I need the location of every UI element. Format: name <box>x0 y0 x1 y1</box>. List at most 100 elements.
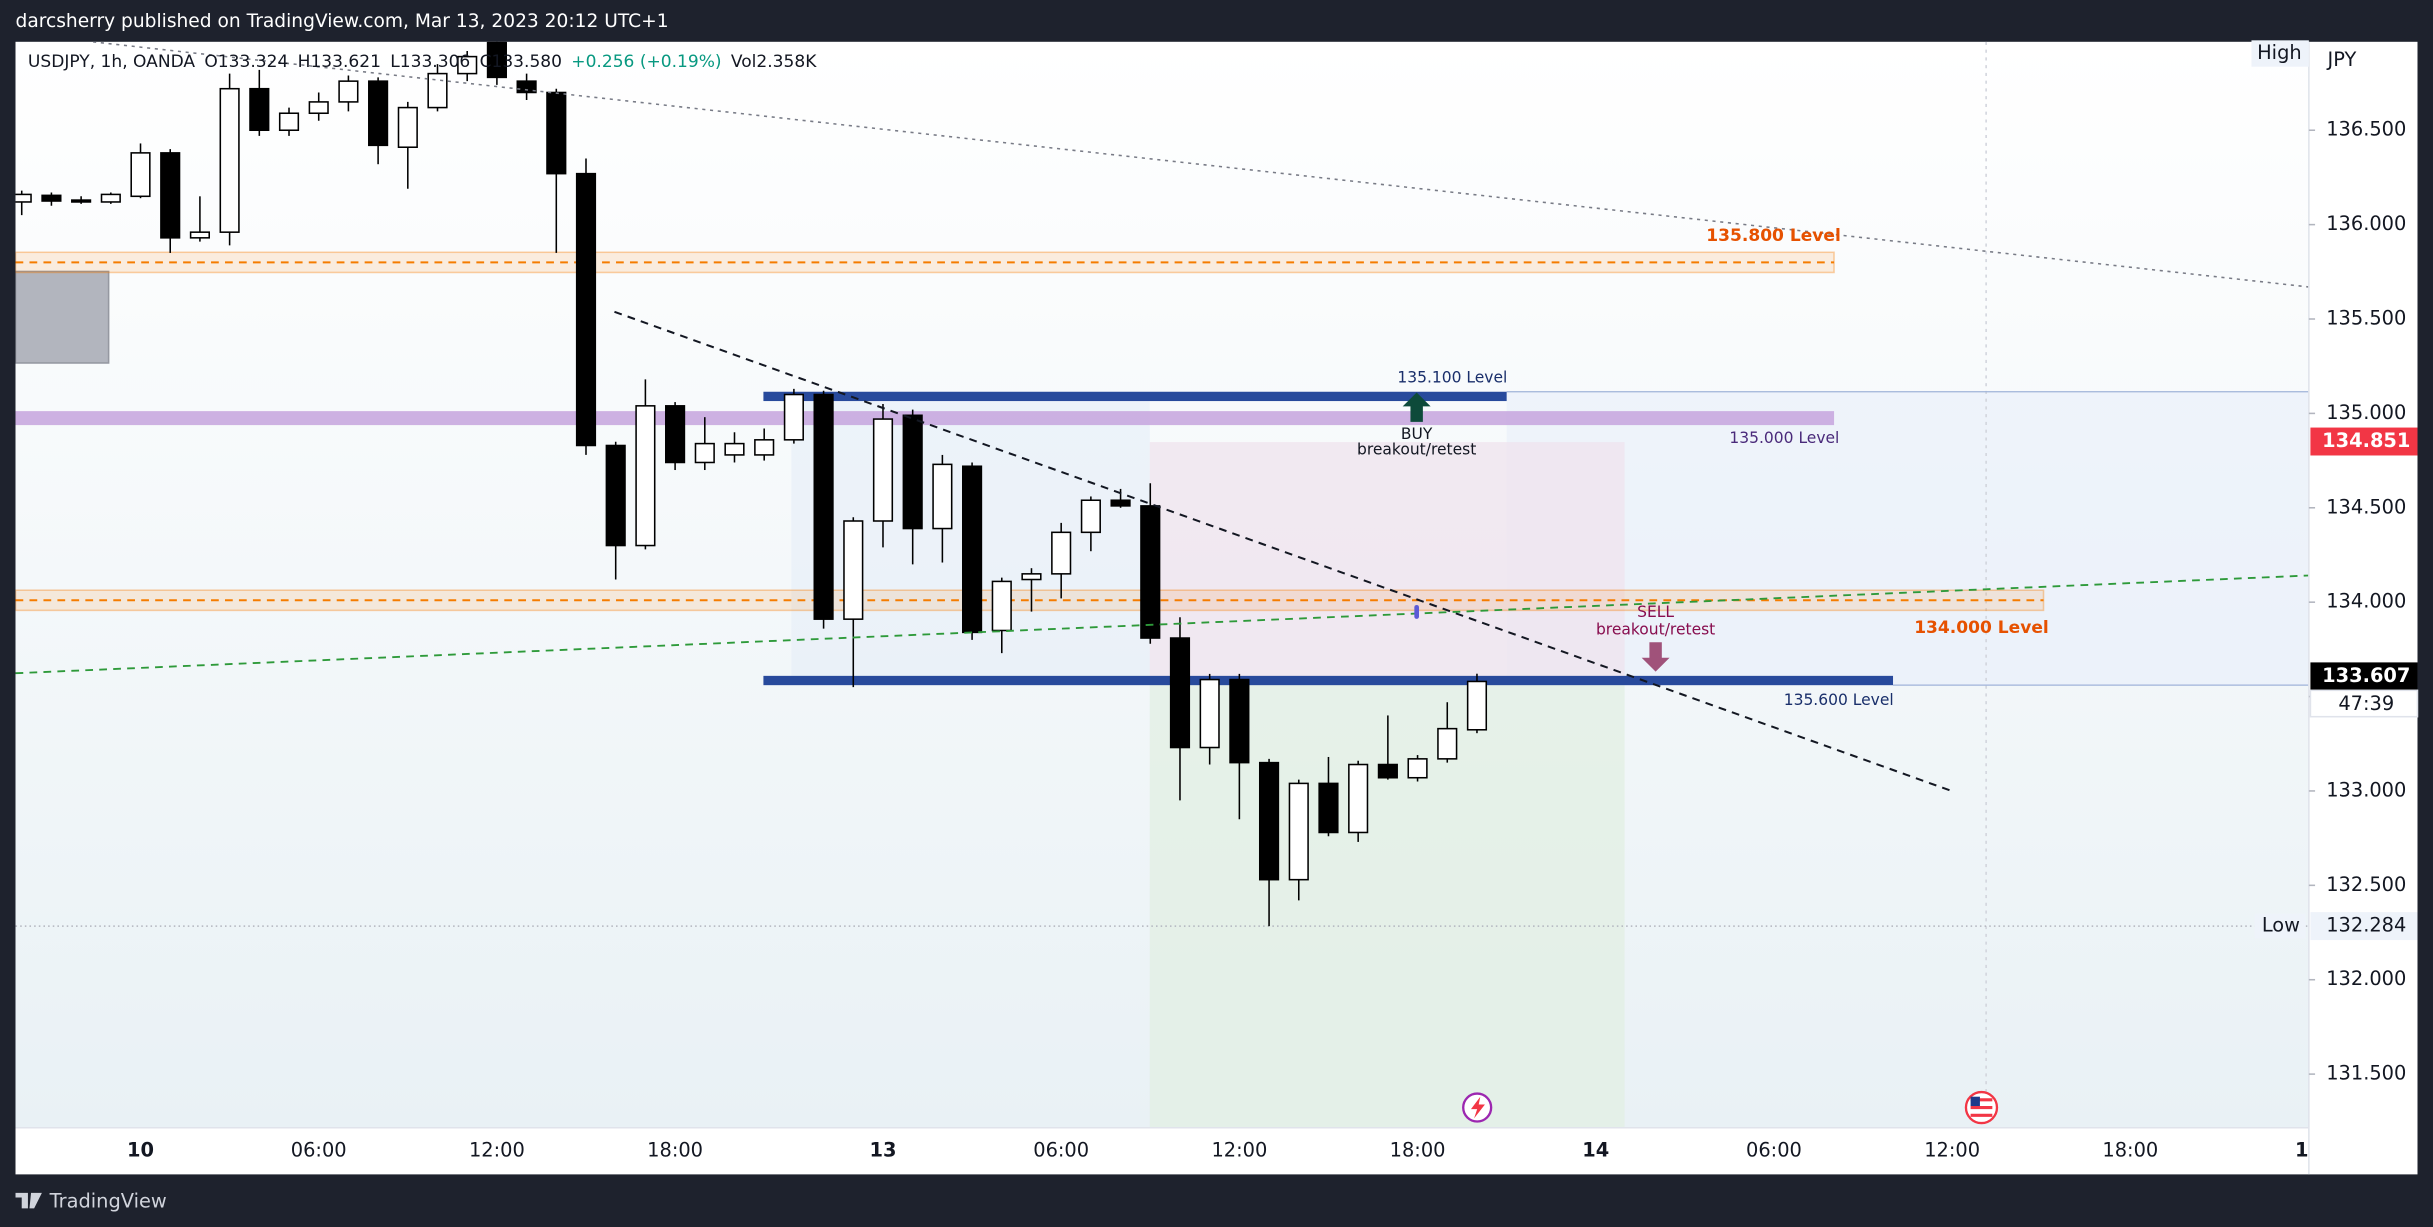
high-box <box>2251 40 2309 67</box>
high-label: High <box>2257 41 2302 64</box>
low-label: Low <box>2262 914 2300 937</box>
y-tick-label: 133.000 <box>2326 778 2406 801</box>
candle-body <box>1080 499 1101 534</box>
x-tick-label: 18:00 <box>647 1138 703 1161</box>
x-tick-label: 06:00 <box>291 1138 347 1161</box>
candle-body <box>813 393 834 620</box>
candle-body <box>902 414 923 530</box>
x-tick-label: 13 <box>870 1138 897 1161</box>
marker <box>1414 604 1419 619</box>
candle-body <box>1318 782 1339 834</box>
y-tick-label: 135.500 <box>2326 307 2406 330</box>
candle-body <box>1258 761 1280 881</box>
candle-body <box>1051 531 1072 575</box>
candles <box>15 41 1488 927</box>
sell-label: breakout/retest <box>1596 620 1715 638</box>
legend-item: L133.306 <box>390 52 470 72</box>
candle-body <box>397 106 418 148</box>
level-label: 135.600 Level <box>1784 691 1894 709</box>
candle-body <box>457 55 478 75</box>
level-band <box>15 411 1835 426</box>
candle-body <box>71 199 92 203</box>
trendlines <box>15 41 2309 1125</box>
x-tick-label: 18:00 <box>2102 1138 2158 1161</box>
price-tags: Low 132.284 High 134.851 133.607 47:39 <box>2251 40 2419 941</box>
legend-item: C133.580 <box>480 52 562 72</box>
candle-body <box>783 393 804 441</box>
y-tick-label: 136.500 <box>2326 118 2406 141</box>
level-bar <box>763 675 1894 686</box>
flag-icon <box>1970 1096 1980 1107</box>
legend: USDJPY, 1h, OANDA O133.324 H133.621 L133.30… <box>28 52 817 72</box>
price-axis-bg <box>2308 41 2418 1175</box>
candle-body <box>219 87 240 233</box>
legend-item: USDJPY, 1h, OANDA <box>28 52 195 72</box>
candle-body <box>1348 763 1369 834</box>
buy-arrow <box>1402 392 1431 422</box>
candle-body <box>665 405 686 464</box>
price-tag-label: 134.851 <box>2322 429 2410 452</box>
buy-label: BUY <box>1401 425 1433 443</box>
countdown-box <box>2309 689 2419 718</box>
sell-zone <box>1149 442 1625 680</box>
level-label: 134.000 Level <box>1914 618 2049 638</box>
candle-body <box>635 405 656 547</box>
candle-body <box>754 439 775 456</box>
candle-body <box>961 465 983 634</box>
low-value: 132.284 <box>2326 914 2406 937</box>
candle-body <box>486 41 507 79</box>
level-label: 135.100 Level <box>1397 368 1507 386</box>
candle-body <box>1288 782 1309 881</box>
candle-body <box>1229 678 1250 764</box>
candle-body <box>15 193 32 203</box>
candle-body <box>1140 505 1161 639</box>
y-tick-label: 136.000 <box>2326 212 2406 235</box>
x-tick-label: 06:00 <box>1033 1138 1089 1161</box>
x-tick-label: 12:00 <box>1924 1138 1980 1161</box>
y-tick-label: 132.500 <box>2326 873 2406 896</box>
levels <box>15 251 2309 686</box>
footer: TradingView <box>15 1190 167 1213</box>
candle-body <box>575 172 597 447</box>
level-label: 135.800 Level <box>1706 226 1841 246</box>
y-tick-label: 134.000 <box>2326 590 2406 613</box>
y-tick-label: 132.000 <box>2326 967 2406 990</box>
candle-body <box>1377 763 1398 779</box>
flag-icon <box>1970 1098 1993 1102</box>
y-tick-label: 131.500 <box>2326 1062 2406 1085</box>
candle-body <box>1021 573 1042 581</box>
candle-body <box>308 101 329 115</box>
sell-arrow <box>1641 642 1670 672</box>
candle-body <box>1110 499 1131 507</box>
level-label: 135.000 Level <box>1729 429 1839 447</box>
candle-body <box>1199 678 1220 749</box>
x-tick-label: 10 <box>127 1138 154 1161</box>
x-tick-label: 14 <box>1582 1138 1609 1161</box>
drawings <box>15 41 2309 1128</box>
currency: JPY <box>2326 48 2356 71</box>
time-axis: 10 06:00 12:00 18:00 13 06:00 12:00 18:00 14 06:0… <box>127 1138 2322 1161</box>
event-icon <box>1470 1096 1485 1119</box>
x-tick-label: 12:00 <box>469 1138 525 1161</box>
legend-item: H133.621 <box>298 52 381 72</box>
candle-body <box>368 80 389 147</box>
candle-body <box>41 194 62 202</box>
logo <box>15 1192 42 1209</box>
candle-body <box>605 444 626 547</box>
candle-body <box>932 463 953 530</box>
candle-body <box>546 91 567 175</box>
candle-body <box>249 87 270 132</box>
sell-label: SELL <box>1637 603 1674 621</box>
price-tag <box>2310 662 2418 691</box>
candle-body <box>1466 680 1488 731</box>
candle-body <box>1407 758 1428 779</box>
box <box>15 270 110 364</box>
time-axis-bg <box>15 1127 2309 1175</box>
legend-item: Vol2.358K <box>731 52 817 72</box>
low-box <box>2254 913 2306 939</box>
y-tick-label: 134.500 <box>2326 495 2406 518</box>
candle-body <box>278 112 300 132</box>
flag-icon <box>1970 1106 1993 1110</box>
x-tick-label: 18:00 <box>1390 1138 1446 1161</box>
